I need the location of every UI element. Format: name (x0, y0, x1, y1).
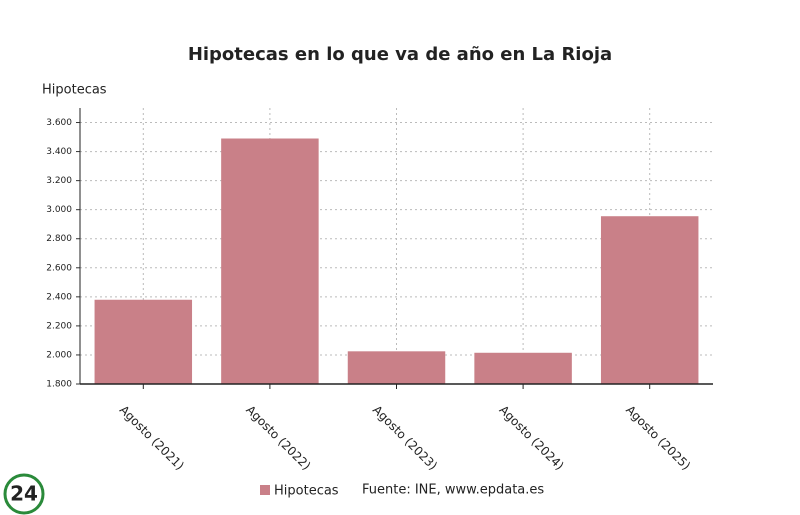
y-tick-label: 3.200 (46, 176, 72, 186)
y-tick-label: 2.600 (46, 263, 72, 273)
chart-title: Hipotecas en lo que va de año en La Rioj… (188, 44, 612, 65)
y-tick-label: 3.600 (46, 118, 72, 128)
bar (347, 351, 446, 384)
y-tick-label: 2.800 (46, 234, 72, 244)
y-tick-label: 1.800 (46, 380, 72, 390)
bar (474, 352, 572, 384)
x-tick-label: Agosto (2025) (623, 403, 693, 473)
x-tick-label: Agosto (2023) (370, 403, 440, 473)
x-tick-label: Agosto (2021) (117, 403, 187, 473)
y-tick-label: 2.000 (46, 350, 72, 360)
bar (221, 138, 319, 384)
x-tick-label: Agosto (2022) (243, 403, 313, 473)
legend-label: Hipotecas (274, 484, 339, 499)
bar (600, 216, 699, 384)
y-axis-label: Hipotecas (42, 83, 107, 98)
y-tick-label: 2.200 (46, 321, 72, 331)
source: Fuente: INE, www.epdata.es (362, 483, 544, 498)
logo-text: 24 (10, 482, 38, 506)
logo-ring (3, 473, 45, 515)
y-tick-label: 3.000 (46, 205, 72, 215)
x-tick-label: Agosto (2024) (497, 403, 567, 473)
y-tick-label: 2.400 (46, 292, 72, 302)
y-tick-label: 3.400 (46, 147, 72, 157)
bar (94, 299, 193, 384)
logo: 24 (3, 473, 45, 515)
legend-swatch (260, 485, 270, 495)
